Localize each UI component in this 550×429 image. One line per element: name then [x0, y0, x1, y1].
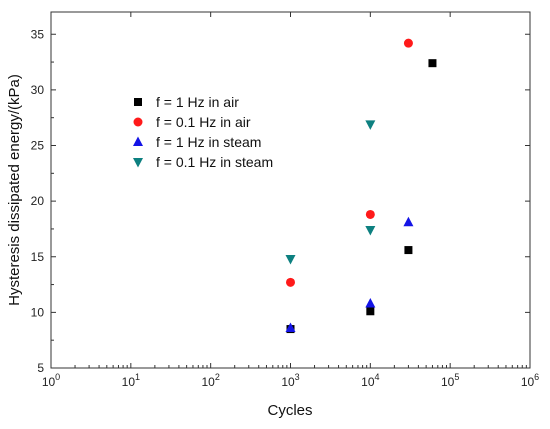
y-tick-label: 10 [31, 305, 45, 319]
data-point-series-3 [365, 120, 376, 130]
y-axis-label: Hysteresis dissipated energy/(kPa) [6, 74, 23, 306]
data-point-series-1 [365, 209, 375, 219]
y-tick-label: 5 [37, 361, 44, 375]
data-point-series-2 [285, 322, 296, 332]
y-tick-label: 20 [31, 194, 45, 208]
legend-label-1: f = 0.1 Hz in air [156, 114, 251, 130]
data-point-series-0 [366, 307, 375, 316]
y-tick-label: 25 [31, 139, 45, 153]
data-point-series-2 [365, 297, 376, 308]
plot-frame [50, 11, 531, 369]
data-point-series-0 [404, 246, 413, 255]
data-points [285, 38, 437, 334]
data-point-series-0 [428, 59, 437, 68]
x-tick-label: 101 [122, 372, 140, 389]
legend-label-0: f = 1 Hz in air [156, 94, 239, 110]
data-point-series-2 [403, 216, 414, 227]
data-point-series-1 [286, 277, 295, 287]
x-tick-label: 103 [281, 372, 299, 389]
x-axis-label: Cycles [267, 402, 312, 419]
legend: f = 1 Hz in air f = 0.1 Hz in air f = 1 Hz… [133, 94, 273, 170]
legend-label-2: f = 1 Hz in steam [156, 134, 261, 150]
y-tick-label: 30 [31, 83, 45, 97]
x-tick-label: 105 [441, 372, 459, 389]
axis-ticks: 5 10 15 20 25 30 35 100 101 102 103 104 105 106 [31, 12, 539, 389]
legend-marker-2 [133, 136, 143, 146]
x-tick-label: 104 [361, 372, 379, 389]
y-tick-label: 15 [31, 250, 45, 264]
x-tick-label: 102 [201, 372, 219, 389]
legend-marker-3 [133, 158, 143, 168]
data-point-series-3 [365, 226, 376, 236]
legend-marker-1 [133, 117, 143, 127]
y-tick-label: 35 [31, 27, 45, 41]
legend-label-3: f = 0.1 Hz in steam [156, 154, 273, 170]
x-tick-label: 106 [521, 372, 539, 389]
data-point-series-3 [285, 254, 296, 265]
legend-marker-0 [134, 98, 142, 106]
data-point-series-1 [403, 38, 413, 48]
x-tick-label: 100 [42, 372, 60, 389]
